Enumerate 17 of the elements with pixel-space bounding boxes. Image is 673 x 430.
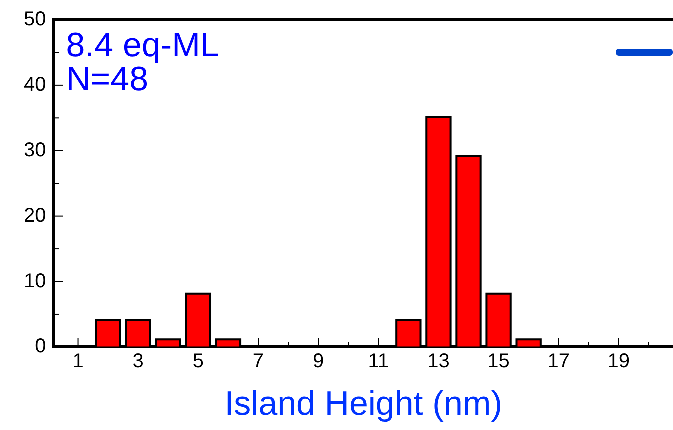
x-tick-label: 17 xyxy=(548,350,570,373)
x-tick-label: 13 xyxy=(428,350,450,373)
x-tick-label: 9 xyxy=(313,350,324,373)
y-tick-label: 50 xyxy=(24,8,46,31)
x-tick-label: 19 xyxy=(608,350,630,373)
y-tick-label: 10 xyxy=(24,270,46,292)
x-axis-title: Island Height (nm) xyxy=(224,384,503,423)
x-tick-label: 1 xyxy=(72,350,84,373)
y-tick-label: 0 xyxy=(35,336,46,358)
x-tick-label: 3 xyxy=(132,350,144,373)
y-tick-label: 30 xyxy=(24,139,46,162)
x-tick-label: 15 xyxy=(488,350,510,373)
x-tick-label: 5 xyxy=(192,350,204,373)
x-tick-label: 11 xyxy=(368,350,390,373)
y-tick-label: 40 xyxy=(24,74,46,96)
y-tick-label: 20 xyxy=(24,204,46,227)
x-tick-label: 7 xyxy=(252,350,264,373)
